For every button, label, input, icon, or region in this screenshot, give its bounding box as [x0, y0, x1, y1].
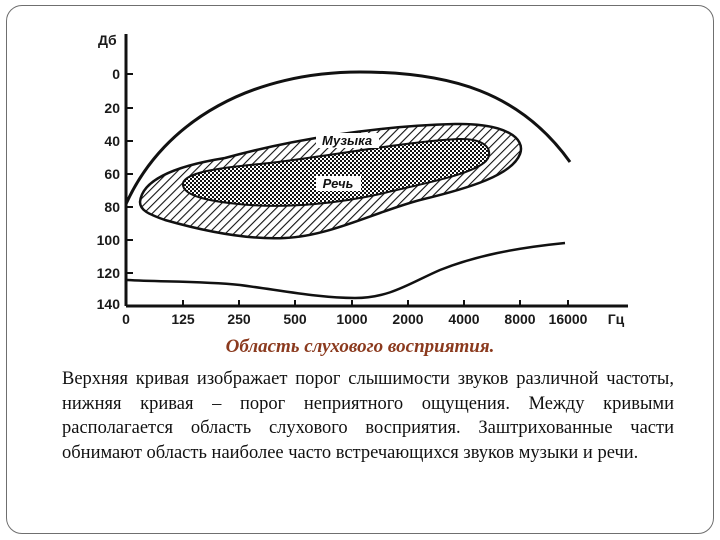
x-tick-label: 2000 [392, 311, 423, 327]
music-label-box [316, 133, 379, 148]
x-axis-unit: Гц [608, 311, 625, 327]
y-axis-tick-marks [126, 73, 133, 274]
x-tick-label: 125 [171, 311, 195, 327]
y-tick-label: 0 [112, 66, 120, 82]
x-tick-label: 16000 [549, 311, 588, 327]
x-tick-label: 0 [122, 311, 130, 327]
y-tick-label: 80 [104, 199, 120, 215]
upper-threshold-curve [124, 70, 572, 205]
y-tick-label: 140 [97, 296, 121, 312]
y-tick-label: 20 [104, 100, 120, 116]
caption-text: Верхняя кривая изображает порог слышимос… [62, 369, 674, 463]
speech-region [181, 137, 491, 207]
y-tick-label: 120 [97, 265, 121, 281]
y-tick-label: 60 [104, 166, 120, 182]
x-tick-label: 1000 [336, 311, 367, 327]
hearing-area-diagram: Дб 0 20 40 60 80 100 120 140 0 125 250 5… [97, 32, 628, 327]
caption-title: Область слухового восприятия. [225, 336, 495, 357]
y-tick-label: 100 [97, 232, 121, 248]
y-tick-label: 40 [104, 133, 120, 149]
x-tick-label: 4000 [448, 311, 479, 327]
music-region-label: Музыка [322, 133, 372, 148]
lower-threshold-curve [125, 241, 566, 300]
x-axis-tick-marks [182, 300, 569, 306]
speech-region-label: Речь [323, 176, 354, 191]
speech-label-box [316, 176, 361, 191]
slide-frame [6, 5, 714, 534]
x-tick-label: 250 [227, 311, 251, 327]
x-tick-label: 500 [283, 311, 307, 327]
y-axis-unit: Дб [98, 32, 117, 48]
x-tick-label: 8000 [504, 311, 535, 327]
